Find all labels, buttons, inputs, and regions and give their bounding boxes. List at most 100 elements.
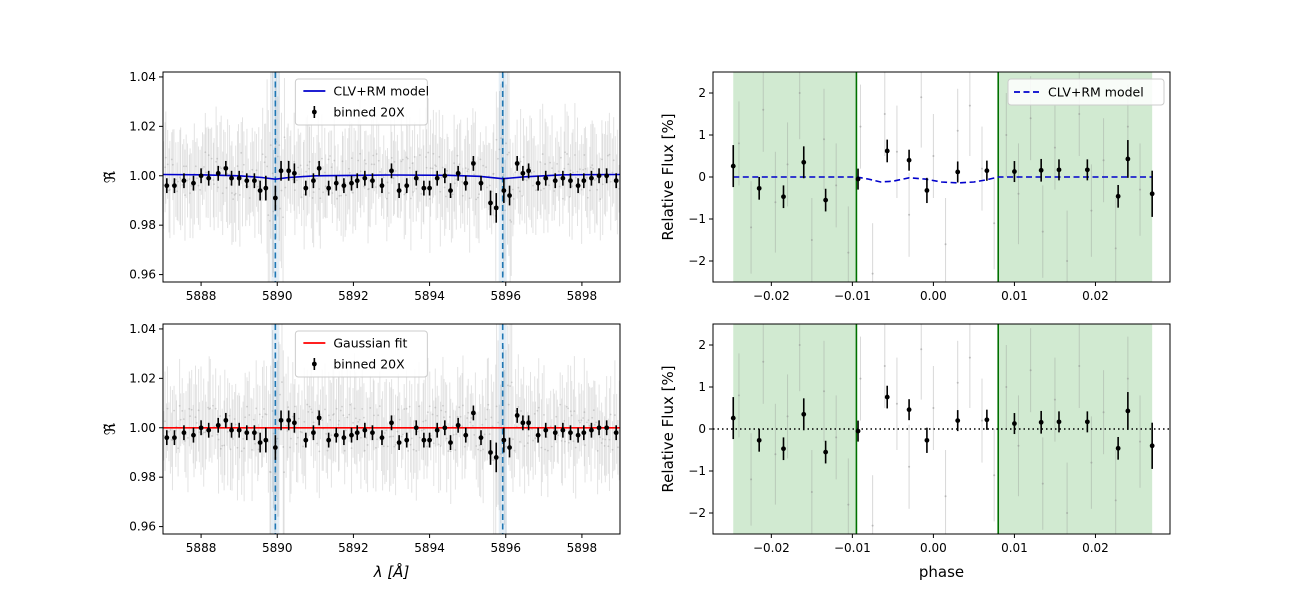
raw-point bbox=[478, 193, 480, 196]
raw-point bbox=[1017, 444, 1020, 447]
raw-point bbox=[536, 409, 539, 412]
data-point bbox=[613, 173, 619, 189]
data-point bbox=[1038, 158, 1044, 182]
raw-point bbox=[490, 416, 493, 419]
marker bbox=[326, 185, 332, 191]
raw-point bbox=[196, 177, 198, 180]
y-tick-label: 1.00 bbox=[129, 421, 156, 435]
marker bbox=[613, 430, 619, 436]
raw-point bbox=[221, 192, 224, 195]
raw-point bbox=[368, 188, 370, 190]
raw-point bbox=[316, 442, 318, 445]
marker bbox=[286, 417, 292, 423]
raw-point bbox=[246, 405, 248, 408]
raw-point bbox=[847, 503, 850, 506]
marker bbox=[1012, 169, 1017, 174]
raw-point bbox=[188, 407, 191, 410]
marker bbox=[1149, 443, 1155, 449]
raw-point bbox=[608, 438, 611, 441]
marker bbox=[379, 183, 385, 189]
raw-point bbox=[580, 419, 583, 422]
data-point bbox=[229, 170, 234, 186]
raw-point bbox=[385, 197, 388, 200]
data-point bbox=[244, 173, 250, 189]
data-point bbox=[164, 178, 170, 194]
raw-point bbox=[197, 184, 200, 187]
raw-point bbox=[521, 195, 523, 197]
raw-point bbox=[451, 425, 454, 428]
raw-point bbox=[569, 169, 572, 172]
raw-point bbox=[497, 157, 499, 160]
y-tick-label: 0 bbox=[698, 170, 706, 184]
raw-point bbox=[968, 104, 971, 107]
raw-point bbox=[895, 150, 898, 153]
raw-point bbox=[257, 448, 260, 451]
data-point bbox=[575, 178, 581, 194]
raw-point bbox=[303, 420, 306, 423]
raw-point bbox=[584, 444, 586, 447]
data-point bbox=[349, 427, 354, 443]
marker bbox=[421, 437, 427, 443]
raw-point bbox=[549, 425, 552, 428]
raw-point bbox=[458, 163, 461, 166]
marker bbox=[272, 445, 278, 450]
raw-point bbox=[601, 158, 603, 161]
raw-point bbox=[452, 433, 455, 436]
data-point bbox=[442, 168, 448, 184]
raw-point bbox=[823, 138, 826, 141]
raw-point bbox=[488, 433, 491, 435]
y-tick-label: −2 bbox=[688, 506, 706, 520]
raw-point bbox=[220, 167, 223, 170]
raw-point bbox=[533, 412, 536, 415]
raw-point bbox=[436, 414, 439, 417]
raw-point bbox=[318, 450, 321, 453]
data-point bbox=[568, 173, 573, 189]
marker bbox=[164, 183, 170, 189]
raw-point bbox=[168, 430, 170, 433]
raw-point bbox=[216, 157, 219, 160]
raw-point bbox=[411, 162, 414, 165]
marker bbox=[604, 173, 610, 179]
raw-point bbox=[219, 415, 222, 417]
data-point bbox=[349, 175, 354, 191]
data-point bbox=[206, 170, 212, 186]
raw-point bbox=[387, 192, 390, 194]
marker bbox=[823, 449, 829, 455]
x-tick-label: 0.01 bbox=[1001, 289, 1028, 303]
raw-point bbox=[599, 436, 602, 439]
marker bbox=[568, 178, 573, 184]
raw-point bbox=[291, 415, 294, 418]
raw-point bbox=[306, 403, 309, 406]
marker bbox=[206, 175, 212, 181]
raw-point bbox=[530, 171, 533, 174]
marker bbox=[448, 188, 453, 193]
raw-point bbox=[169, 429, 172, 431]
raw-point bbox=[346, 416, 349, 419]
raw-point bbox=[375, 153, 378, 155]
raw-point bbox=[194, 416, 197, 419]
raw-point bbox=[352, 191, 354, 194]
raw-point bbox=[350, 157, 353, 160]
raw-point bbox=[557, 434, 560, 437]
data-point bbox=[501, 427, 507, 453]
data-point bbox=[181, 425, 187, 441]
marker bbox=[526, 168, 531, 174]
marker bbox=[801, 159, 807, 165]
marker bbox=[884, 394, 890, 400]
raw-point bbox=[337, 423, 340, 426]
panel-br: −0.02 −0.01 0.00 0.01 0.02 −2 −1 0 1 2 Relative Fl… bbox=[659, 323, 1171, 581]
raw-point bbox=[543, 187, 545, 190]
raw-point bbox=[348, 171, 351, 174]
x-tick-label: 5890 bbox=[262, 541, 293, 555]
raw-point bbox=[432, 442, 435, 445]
raw-point bbox=[835, 184, 838, 187]
data-point bbox=[172, 430, 177, 446]
plot-area bbox=[713, 324, 1170, 534]
legend-frame bbox=[294, 330, 428, 378]
raw-point bbox=[1029, 369, 1032, 372]
raw-point bbox=[283, 136, 286, 139]
data-point bbox=[442, 420, 448, 436]
raw-point bbox=[908, 465, 911, 468]
raw-point bbox=[456, 415, 459, 418]
legend-binned-marker bbox=[311, 361, 317, 367]
